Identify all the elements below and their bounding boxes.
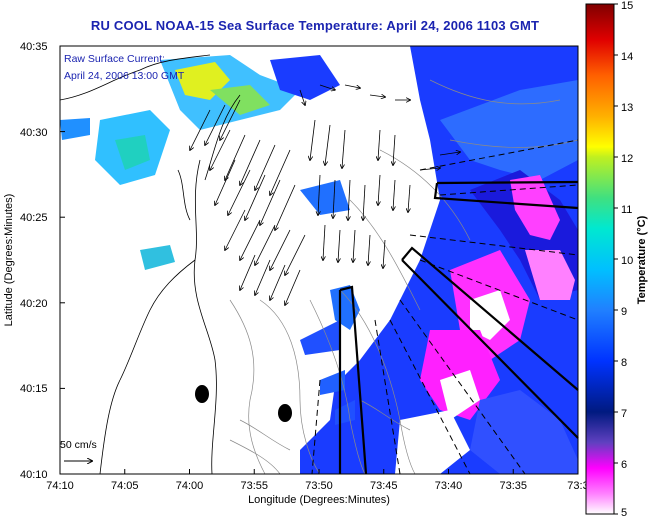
colorbar-title: Temperature (°C)	[636, 215, 648, 304]
colorbar-tick-label: 13	[621, 102, 633, 114]
transect-boxes	[338, 180, 579, 475]
map-title: RU COOL NOAA-15 Sea Surface Temperature:…	[90, 18, 540, 33]
colorbar-tick-label: 8	[621, 357, 627, 369]
coastal-warm-water	[60, 55, 350, 270]
y-tick-label: 40:25	[20, 212, 48, 224]
y-tick-label: 40:10	[20, 469, 48, 481]
y-tick-label: 40:30	[20, 127, 48, 139]
colorbar-tick-label: 10	[621, 255, 633, 267]
colorbar-tick-label: 5	[621, 507, 627, 519]
colorbar-tick-label: 11	[621, 204, 632, 216]
x-tick-label: 74:00	[176, 480, 204, 492]
x-axis-title: Longitude (Degrees:Minutes)	[248, 494, 390, 506]
bathymetry-contours	[229, 79, 579, 475]
x-ticks	[59, 469, 579, 474]
x-tick-label: 73:35	[499, 480, 527, 492]
x-tick-label: 73:40	[435, 480, 463, 492]
x-tick-label: 73:45	[370, 480, 398, 492]
colorbar-tick-label: 7	[621, 408, 627, 420]
dashed-tracks	[311, 139, 579, 475]
colorbar-tick-label: 9	[621, 306, 627, 318]
scale-label: 50 cm/s	[60, 439, 97, 451]
current-label-line2: April 24, 2006 13:00 GMT	[64, 70, 185, 82]
current-label-line1: Raw Surface Current:	[64, 53, 165, 65]
coastline	[59, 54, 241, 475]
y-tick-label: 40:15	[20, 383, 48, 395]
x-tick-label: 74:10	[46, 480, 74, 492]
x-tick-label: 74:05	[111, 480, 139, 492]
station-dot	[278, 404, 292, 422]
x-tick-label: 73:50	[305, 480, 333, 492]
x-tick-label: 73:55	[240, 480, 268, 492]
colorbar	[585, 3, 615, 515]
colorbar-tick-label: 6	[621, 459, 627, 471]
colorbar-tick-label: 12	[621, 153, 633, 165]
y-tick-label: 40:35	[20, 41, 48, 53]
y-tick-label: 40:20	[20, 298, 48, 310]
colorbar-tick-label: 14	[621, 51, 633, 63]
colorbar-tick-label: 15	[621, 0, 633, 12]
y-axis-title: Latitude (Degrees:Minutes)	[3, 194, 15, 327]
station-dot	[195, 385, 209, 403]
colorbar-ticks	[614, 3, 618, 515]
y-ticks	[60, 45, 65, 475]
x-tick-label: 73:3	[567, 480, 588, 492]
